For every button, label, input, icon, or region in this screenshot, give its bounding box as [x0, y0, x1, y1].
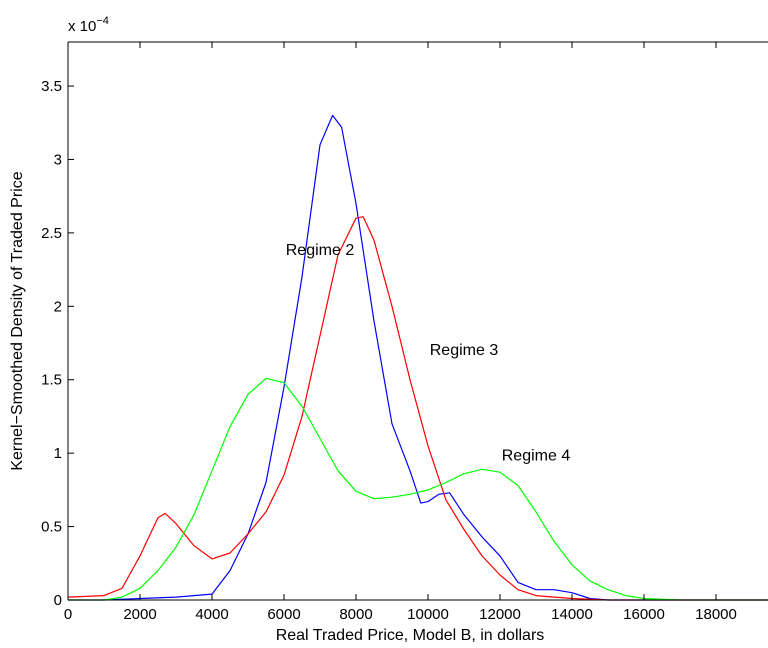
x-tick-label: 4000 [195, 606, 228, 623]
y-axis-multiplier: x 10−4 [68, 15, 109, 35]
plot-area [68, 42, 768, 600]
y-tick-label: 3.5 [41, 78, 62, 95]
series-line-3 [68, 377, 768, 601]
x-tick-label: 12000 [479, 606, 521, 623]
series-annotation: Regime 2 [286, 242, 355, 259]
x-tick-label: 10000 [407, 606, 449, 623]
series-layer [67, 114, 768, 601]
x-tick-label: 6000 [267, 606, 300, 623]
x-tick-label: 2000 [123, 606, 156, 623]
annotation-layer: Regime 2 Regime 3 Regime 4 [286, 242, 571, 465]
y-tick-label: 0.5 [41, 519, 62, 536]
y-axis-title: Kernel−Smoothed Density of Traded Price [9, 171, 26, 470]
x-axis-title: Real Traded Price, Model B, in dollars [276, 627, 545, 644]
series-annotation: Regime 4 [502, 448, 571, 465]
series-line-2 [67, 216, 768, 601]
y-tick-label: 2.5 [41, 225, 62, 242]
y-tick-label: 0 [54, 592, 62, 609]
x-tick-label: 18000 [695, 606, 737, 623]
x-tick-label: 8000 [339, 606, 372, 623]
y-tick-label: 1 [54, 445, 62, 462]
y-tick-label: 2 [54, 298, 62, 315]
x-tick-label: 14000 [551, 606, 593, 623]
y-multiplier-base: x 10 [68, 18, 96, 35]
x-tick-label: 16000 [623, 606, 665, 623]
y-tick-label: 1.5 [41, 372, 62, 389]
x-tick-label: 0 [64, 606, 72, 623]
series-line-1 [68, 114, 768, 601]
series-annotation: Regime 3 [430, 342, 499, 359]
tick-layer: 0 2000 4000 6000 8000 10000 12000 14000 16000 180… [41, 42, 737, 623]
y-tick-label: 3 [54, 151, 62, 168]
y-multiplier-exponent: −4 [96, 15, 109, 27]
axes-layer [67, 41, 768, 601]
